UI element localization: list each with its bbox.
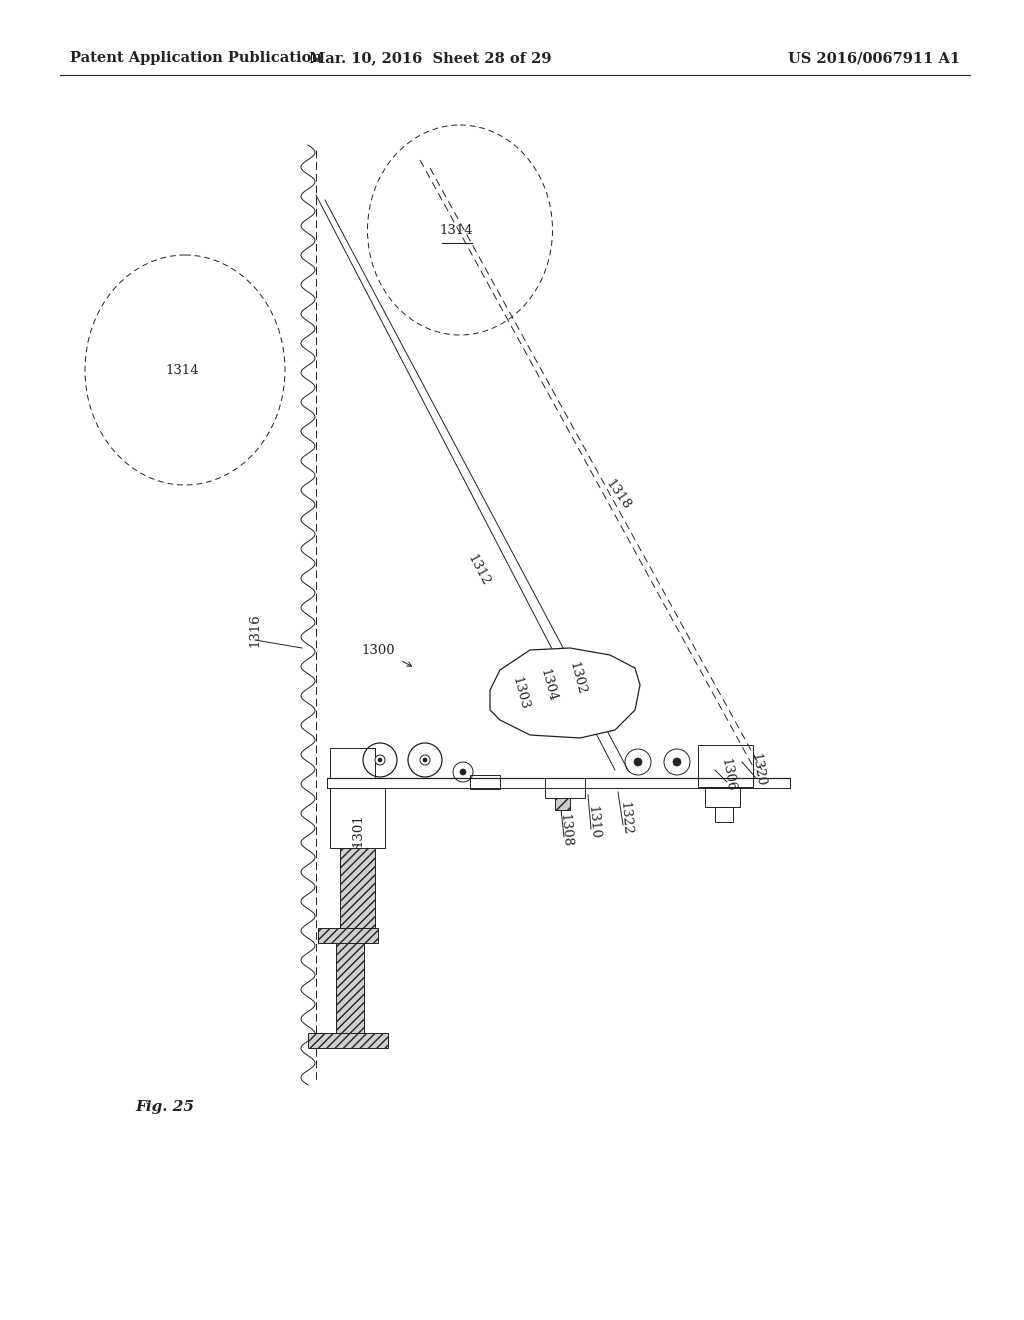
Bar <box>715 807 733 822</box>
Bar <box>318 928 378 942</box>
Polygon shape <box>490 648 640 738</box>
Bar <box>330 788 385 847</box>
Circle shape <box>375 755 385 766</box>
Bar <box>308 1034 388 1048</box>
Text: Fig. 25: Fig. 25 <box>135 1100 194 1114</box>
Text: Mar. 10, 2016  Sheet 28 of 29: Mar. 10, 2016 Sheet 28 of 29 <box>309 51 551 65</box>
Text: 1318: 1318 <box>603 478 633 512</box>
Circle shape <box>460 770 466 775</box>
Text: 1316: 1316 <box>249 612 261 647</box>
Bar <box>698 744 753 787</box>
Bar <box>330 748 375 777</box>
Bar <box>470 775 500 789</box>
Text: 1300: 1300 <box>361 644 395 656</box>
Circle shape <box>420 755 430 766</box>
Text: 1314: 1314 <box>165 363 199 376</box>
Text: 1306: 1306 <box>719 758 737 793</box>
Circle shape <box>378 758 382 762</box>
Text: 1303: 1303 <box>509 675 530 711</box>
Text: Patent Application Publication: Patent Application Publication <box>70 51 322 65</box>
Text: 1312: 1312 <box>464 552 492 587</box>
Text: 1320: 1320 <box>749 752 767 788</box>
Bar <box>545 777 585 799</box>
Text: 1322: 1322 <box>617 801 633 836</box>
Bar <box>340 847 375 928</box>
Text: 1302: 1302 <box>566 660 588 696</box>
Bar <box>705 787 740 807</box>
Text: 1310: 1310 <box>585 805 601 840</box>
Circle shape <box>634 758 642 766</box>
Circle shape <box>423 758 427 762</box>
Bar <box>555 799 570 810</box>
Text: 1308: 1308 <box>557 813 573 847</box>
Text: 1304: 1304 <box>538 667 559 704</box>
Bar <box>336 942 364 1034</box>
Circle shape <box>673 758 681 766</box>
Text: 1314: 1314 <box>439 223 473 236</box>
Text: US 2016/0067911 A1: US 2016/0067911 A1 <box>787 51 961 65</box>
Text: 1301: 1301 <box>351 813 365 847</box>
